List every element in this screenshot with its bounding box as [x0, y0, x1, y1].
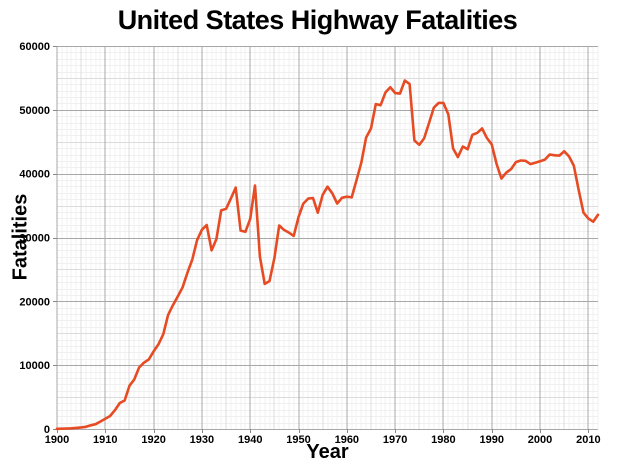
data-line	[55, 79, 600, 431]
x-tick-label: 1990	[479, 434, 503, 446]
x-tick-label: 1960	[335, 434, 359, 446]
y-tick-label: 10000	[19, 360, 50, 372]
x-axis-label: Year	[306, 441, 349, 463]
y-tick-label: 20000	[19, 296, 50, 308]
y-tick-label: 60000	[19, 41, 50, 53]
y-tick-label: 40000	[19, 169, 50, 181]
x-tick-label: 1950	[286, 434, 310, 446]
x-tick-label: 1980	[431, 434, 455, 446]
chart-title: United States Highway Fatalities	[117, 5, 518, 35]
y-tick-label: 30000	[19, 233, 50, 245]
y-tick-label: 0	[44, 424, 50, 436]
x-tick-label: 1930	[190, 434, 214, 446]
x-tick-label: 1970	[383, 434, 407, 446]
x-tick-label: 2010	[576, 434, 600, 446]
x-tick-label: 1940	[238, 434, 262, 446]
y-tick-label: 50000	[19, 105, 50, 117]
x-tick-label: 1900	[45, 434, 69, 446]
x-tick-label: 2000	[528, 434, 552, 446]
x-tick-label: 1920	[141, 434, 165, 446]
x-tick-label: 1910	[93, 434, 117, 446]
